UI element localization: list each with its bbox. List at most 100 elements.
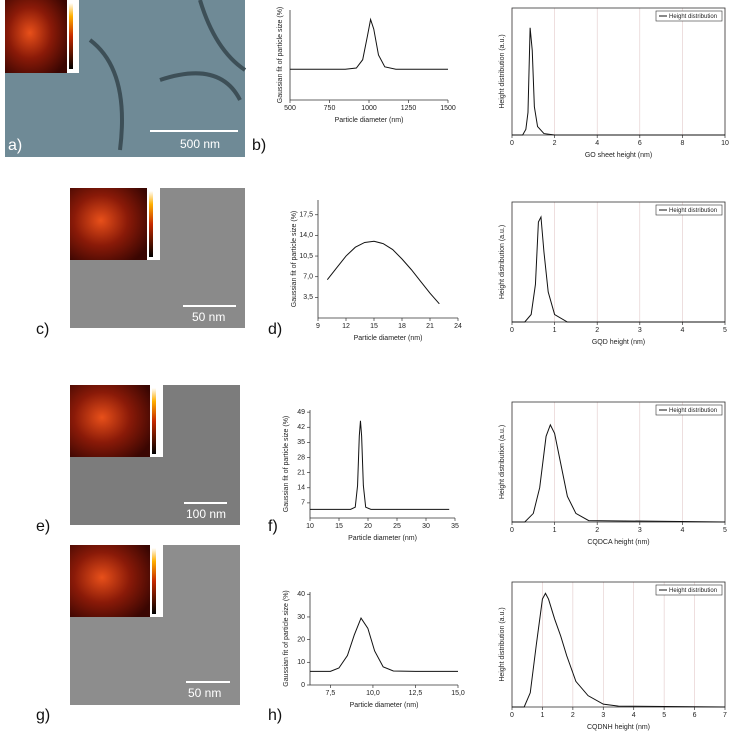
plot-frame — [511, 7, 726, 136]
x-tick-label: 7 — [723, 712, 727, 719]
x-tick-label: 6 — [693, 712, 697, 719]
x-tick-label: 1 — [540, 712, 544, 719]
x-tick-label: 4 — [680, 527, 684, 534]
x-tick-label: 8 — [680, 140, 684, 147]
x-tick-label: 20 — [364, 523, 372, 530]
data-line — [512, 423, 726, 523]
x-tick-label: 15,0 — [451, 690, 465, 697]
x-tick-label: 15 — [370, 323, 378, 330]
y-tick-label: 0 — [301, 682, 305, 689]
x-tick-label: 4 — [680, 327, 684, 334]
x-tick-label: 1 — [553, 327, 557, 334]
x-tick-label: 2 — [595, 527, 599, 534]
scale-label: 50 nm — [192, 310, 225, 324]
legend-box — [655, 204, 723, 216]
x-tick-label: 35 — [451, 523, 459, 530]
x-tick-label: 30 — [422, 523, 430, 530]
x-tick-label: 5 — [662, 712, 666, 719]
x-tick-label: 2 — [595, 327, 599, 334]
x-axis-label: Particle diameter (nm) — [354, 335, 423, 342]
plot-frame — [511, 581, 726, 708]
x-tick-label: 750 — [324, 105, 336, 112]
y-tick-label: 10,5 — [299, 253, 313, 260]
axes — [317, 200, 458, 319]
panel-label: a) — [8, 137, 22, 154]
tem-image-g — [70, 545, 240, 705]
x-tick-label: 5 — [723, 327, 727, 334]
x-tick-label: 12 — [342, 323, 350, 330]
x-tick-label: 500 — [284, 105, 296, 112]
x-tick-label: 3 — [638, 327, 642, 334]
y-tick-label: 7,0 — [303, 274, 313, 281]
data-line — [512, 27, 725, 136]
panel-label: e) — [36, 518, 50, 535]
panel-label: g) — [36, 707, 50, 724]
y-tick-label: 14 — [297, 485, 305, 492]
x-axis-label: Particle diameter (nm) — [335, 117, 404, 124]
data-line — [512, 215, 725, 323]
x-tick-label: 10 — [306, 523, 314, 530]
y-tick-label: 3,5 — [303, 294, 313, 301]
x-tick-label: 15 — [335, 523, 343, 530]
data-line — [326, 240, 440, 305]
panel-label: d) — [268, 321, 282, 338]
x-axis-label: Particle diameter (nm) — [348, 535, 417, 542]
data-line — [310, 420, 450, 510]
scale-bars — [150, 130, 238, 683]
scale-label: 50 nm — [188, 686, 221, 700]
legend-box — [655, 10, 723, 22]
data-line — [290, 17, 448, 70]
y-tick-label: 35 — [297, 439, 305, 446]
x-tick-label: 12,5 — [409, 690, 423, 697]
y-axis-label: Gaussian fit of particle size (%) — [291, 211, 298, 307]
y-tick-label: 21 — [297, 469, 305, 476]
legend-box — [655, 584, 723, 596]
x-axis-label: GO sheet height (nm) — [585, 152, 652, 159]
x-tick-label: 2 — [553, 140, 557, 147]
axes — [309, 410, 455, 519]
y-tick-label: 49 — [297, 409, 305, 416]
x-tick-label: 0 — [510, 140, 514, 147]
panel-label: c) — [36, 321, 49, 338]
x-tick-label: 1000 — [361, 105, 377, 112]
y-tick-label: 40 — [297, 591, 305, 598]
x-tick-label: 1 — [553, 527, 557, 534]
x-tick-label: 0 — [510, 527, 514, 534]
legend-label: Height distribution — [669, 14, 717, 20]
x-tick-label: 7,5 — [326, 690, 336, 697]
legend-label: Height distribution — [669, 408, 717, 414]
y-tick-label: 42 — [297, 424, 305, 431]
x-tick-label: 25 — [393, 523, 401, 530]
x-tick-label: 1250 — [401, 105, 417, 112]
y-tick-label: 20 — [297, 636, 305, 643]
panel-label: h) — [268, 707, 282, 724]
x-tick-label: 21 — [426, 323, 434, 330]
y-axis-label: Gaussian fit of particle size (%) — [283, 590, 290, 686]
x-tick-label: 4 — [595, 140, 599, 147]
tem-image-e — [70, 385, 240, 525]
y-axis-label: Height distribution (a.u.) — [499, 607, 506, 681]
y-tick-label: 14,0 — [299, 232, 313, 239]
x-axis-label: GQD height (nm) — [592, 339, 645, 346]
plot-frame — [511, 401, 726, 523]
x-tick-label: 3 — [601, 712, 605, 719]
tem-image-a — [5, 0, 247, 157]
y-axis-label: Height distribution (a.u.) — [499, 225, 506, 299]
y-tick-label: 30 — [297, 614, 305, 621]
panel-label: b) — [252, 137, 266, 154]
x-axis-label: CQDCA height (nm) — [587, 539, 649, 546]
axes — [289, 10, 448, 101]
legend-label: Height distribution — [669, 208, 717, 214]
legend-box — [655, 404, 723, 416]
x-tick-label: 5 — [723, 527, 727, 534]
x-tick-label: 4 — [632, 712, 636, 719]
data-line — [310, 617, 458, 672]
scale-label: 500 nm — [180, 137, 220, 151]
x-tick-label: 1500 — [440, 105, 456, 112]
x-tick-label: 24 — [454, 323, 462, 330]
plot-frame — [511, 201, 726, 323]
y-axis-label: Height distribution (a.u.) — [499, 34, 506, 108]
x-tick-label: 10 — [721, 140, 729, 147]
x-tick-label: 0 — [510, 712, 514, 719]
